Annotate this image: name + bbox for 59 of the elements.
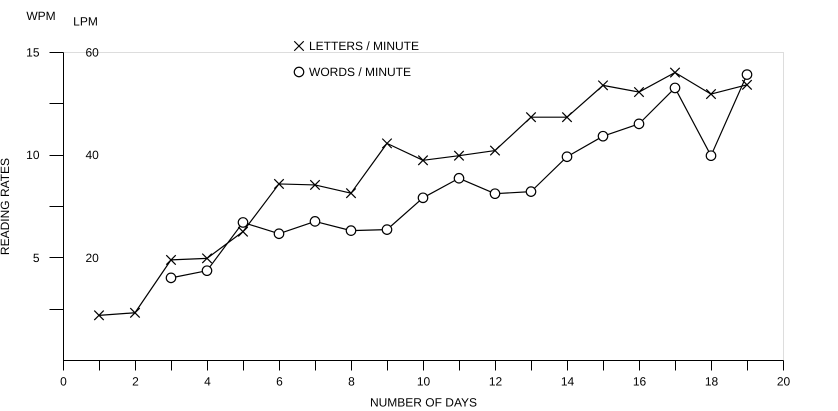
point bbox=[202, 253, 212, 264]
x-tick-label: 14 bbox=[560, 374, 574, 388]
point bbox=[238, 217, 248, 228]
point bbox=[418, 192, 428, 204]
x-tick-label: 0 bbox=[60, 374, 68, 388]
point bbox=[454, 150, 464, 162]
x-tick-label: 6 bbox=[276, 374, 284, 388]
point bbox=[670, 82, 680, 94]
x-tick-label: 10 bbox=[416, 374, 430, 388]
y2-tick-label: 40 bbox=[86, 148, 100, 162]
point bbox=[274, 178, 284, 190]
point bbox=[310, 216, 320, 227]
y-axis-title: READING RATES bbox=[0, 158, 12, 256]
point bbox=[742, 69, 752, 80]
point bbox=[382, 138, 392, 149]
y2-axis-title: LPM bbox=[73, 14, 98, 28]
point bbox=[562, 151, 572, 162]
x-tick-label: 2 bbox=[132, 374, 140, 388]
y-tick-label: 5 bbox=[32, 250, 40, 265]
point bbox=[382, 224, 392, 235]
x-tick-label: 4 bbox=[204, 374, 212, 388]
legend-label: WORDS / MINUTE bbox=[309, 65, 411, 79]
point bbox=[166, 254, 176, 266]
point bbox=[130, 307, 140, 318]
legend-label: LETTERS / MINUTE bbox=[309, 39, 420, 53]
point bbox=[742, 80, 752, 90]
point bbox=[634, 86, 644, 98]
x-axis-title: NUMBER OF DAYS bbox=[370, 396, 478, 410]
y-tick-label: 15 bbox=[26, 46, 40, 60]
point bbox=[166, 272, 176, 284]
y2-tick-label: 60 bbox=[86, 46, 100, 60]
point bbox=[598, 130, 608, 142]
x-tick-label: 8 bbox=[348, 374, 356, 388]
point bbox=[454, 172, 464, 184]
point bbox=[310, 180, 320, 190]
point bbox=[94, 310, 104, 321]
x-tick-label: 16 bbox=[632, 374, 646, 388]
point bbox=[346, 225, 356, 236]
point bbox=[706, 88, 716, 100]
point bbox=[490, 145, 500, 156]
point bbox=[670, 67, 680, 78]
point bbox=[562, 112, 572, 123]
x-tick-label: 12 bbox=[488, 374, 502, 388]
x-tick-label: 18 bbox=[704, 374, 718, 388]
y2-tick-label: 20 bbox=[86, 250, 100, 265]
point bbox=[490, 188, 500, 200]
point bbox=[598, 80, 608, 91]
point bbox=[202, 265, 212, 276]
point bbox=[706, 150, 716, 162]
text: WPM bbox=[26, 9, 56, 23]
point bbox=[526, 186, 536, 197]
point bbox=[238, 226, 248, 238]
y-tick-label: 10 bbox=[26, 148, 40, 162]
x-tick-label: 20 bbox=[776, 374, 790, 388]
point bbox=[634, 118, 644, 130]
point bbox=[274, 228, 284, 240]
point bbox=[526, 112, 536, 123]
point bbox=[346, 188, 356, 199]
point bbox=[418, 154, 428, 166]
